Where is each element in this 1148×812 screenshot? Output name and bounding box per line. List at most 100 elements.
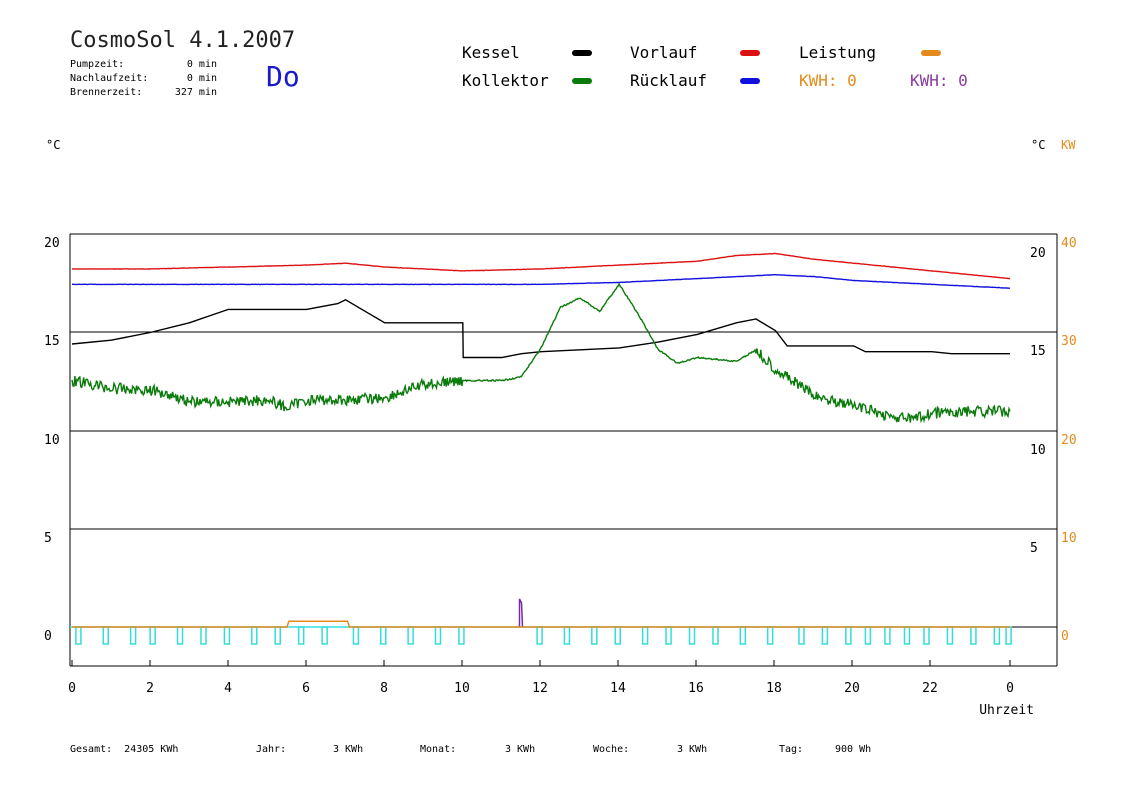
pump-cycle-mark <box>380 626 387 645</box>
pump-cycle-mark <box>434 626 442 645</box>
power-spike <box>518 598 524 628</box>
pump-cycle-mark <box>903 626 911 645</box>
legend-vorlauf-swatch <box>740 50 760 56</box>
footer-tag-label: Tag: <box>779 744 804 755</box>
x-tick-label: 6 <box>302 681 310 696</box>
pump-cycle-mark <box>75 626 82 645</box>
pump-cycle-mark <box>739 626 747 645</box>
pump-cycle-mark <box>993 626 1001 645</box>
y-tick-left: 10 <box>44 433 60 448</box>
pump-cycle-mark <box>946 626 954 645</box>
y-tick-left: 5 <box>44 531 52 546</box>
pump-cycle-mark <box>129 626 137 645</box>
x-tick-label: 22 <box>922 681 938 696</box>
right-axis-unit-kw: KW <box>1061 138 1076 152</box>
pump-cycle-mark <box>536 626 543 645</box>
x-tick-label: 18 <box>766 681 782 696</box>
series-line-kollektor <box>71 282 1011 424</box>
legend-kessel-label: Kessel <box>462 43 520 62</box>
x-tick-label: 16 <box>688 681 704 696</box>
legend-kessel-swatch <box>572 50 592 56</box>
pump-cycle-mark <box>665 626 672 645</box>
legend-leistung-label: Leistung <box>799 43 877 62</box>
pump-cycle-mark <box>563 626 571 645</box>
x-axis-label: Uhrzeit <box>979 703 1034 718</box>
pump-cycle-mark <box>884 626 891 645</box>
pump-cycle-mark <box>149 626 156 645</box>
pump-cycle-mark <box>352 626 360 645</box>
pump-cycle-mark <box>251 626 258 645</box>
info-label-nachlaufzeit: Nachlaufzeit: <box>70 73 149 84</box>
footer-monat-value: 3 KWh <box>505 744 536 755</box>
pump-cycle-mark <box>614 626 622 645</box>
pump-cycle-mark <box>821 626 829 645</box>
legend-vorlauf-label: Vorlauf <box>630 43 698 62</box>
pump-cycle-mark <box>297 626 305 645</box>
pump-cycle-mark <box>223 626 231 645</box>
legend-kollektor-label: Kollektor <box>462 71 549 90</box>
pump-cycle-mark <box>864 626 872 645</box>
series-line-vorlauf <box>71 252 1011 280</box>
x-tick-label: 0 <box>68 681 76 696</box>
footer-tag-value: 900 Wh <box>835 744 872 755</box>
pump-cycle-mark <box>102 626 110 645</box>
pump-cycle-mark <box>641 626 649 645</box>
series-line-leistung <box>72 620 1010 628</box>
info-label-brennerzeit: Brennerzeit: <box>70 87 143 98</box>
footer-monat-label: Monat: <box>420 744 457 755</box>
y-tick-right-celsius: 10 <box>1030 443 1046 458</box>
y-tick-right-kw: 10 <box>1061 531 1077 546</box>
y-tick-right-celsius: 20 <box>1030 246 1046 261</box>
info-value-nachlaufzeit: 0 min <box>186 73 217 84</box>
pump-cycle-mark <box>712 626 719 645</box>
x-tick-label: 14 <box>610 681 626 696</box>
legend-ruecklauf-swatch <box>740 78 760 84</box>
pump-cycle-mark <box>458 626 465 645</box>
series-line-ruecklauf <box>71 273 1010 289</box>
info-value-pumpzeit: 0 min <box>186 59 217 70</box>
x-tick-label: 12 <box>532 681 548 696</box>
x-tick-label: 20 <box>844 681 860 696</box>
footer-woche-label: Woche: <box>593 744 630 755</box>
y-tick-left: 0 <box>44 629 52 644</box>
pump-cycle-mark <box>274 626 281 645</box>
pump-cycle-mark <box>970 626 977 645</box>
pump-cycle-mark <box>591 626 598 645</box>
chart-title: CosmoSol 4.1.2007 <box>70 28 296 53</box>
pump-cycle-mark <box>200 626 207 645</box>
y-tick-right-celsius: 5 <box>1030 541 1038 556</box>
x-tick-label: 0 <box>1006 681 1014 696</box>
legend-leistung-swatch <box>921 50 941 56</box>
pump-cycle-mark <box>798 626 805 645</box>
x-tick-label: 2 <box>146 681 154 696</box>
footer-jahr-value: 3 KWh <box>333 744 364 755</box>
pump-cycle-mark <box>321 626 328 645</box>
y-tick-right-kw: 40 <box>1061 236 1077 251</box>
pump-cycle-mark <box>923 626 930 645</box>
y-tick-right-kw: 20 <box>1061 433 1077 448</box>
weekday-label: Do <box>266 60 300 93</box>
y-tick-right-celsius: 15 <box>1030 344 1046 359</box>
left-axis-unit: °C <box>46 138 61 152</box>
x-tick-label: 8 <box>380 681 388 696</box>
legend-kwh-solar: KWH: 0 <box>799 71 857 90</box>
pump-cycle-mark <box>176 626 184 645</box>
footer-woche-value: 3 KWh <box>677 744 708 755</box>
info-value-brennerzeit: 327 min <box>174 87 217 98</box>
footer-gesamt: Gesamt: 24305 KWh <box>70 744 179 755</box>
y-tick-right-kw: 30 <box>1061 334 1077 349</box>
legend-ruecklauf-label: Rücklauf <box>630 71 708 90</box>
legend-kollektor-swatch <box>572 78 592 84</box>
legend-kwh-other: KWH: 0 <box>910 71 968 90</box>
pump-cycle-mark <box>688 626 696 645</box>
pump-cycle-mark <box>407 626 414 645</box>
x-tick-label: 10 <box>454 681 470 696</box>
pump-cycle-mark <box>1005 626 1012 645</box>
y-tick-left: 20 <box>44 236 60 251</box>
pump-cycle-mark <box>845 626 852 645</box>
y-tick-right-kw: 0 <box>1061 629 1069 644</box>
info-label-pumpzeit: Pumpzeit: <box>70 59 125 70</box>
y-tick-left: 15 <box>44 334 60 349</box>
right-axis-unit-celsius: °C <box>1031 138 1046 152</box>
